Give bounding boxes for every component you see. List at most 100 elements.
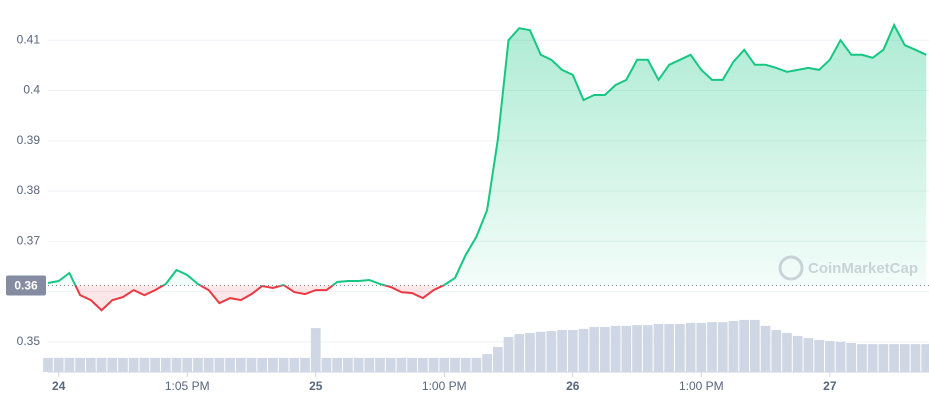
x-tick-label: 1:00 PM: [679, 379, 724, 393]
volume-bar: [921, 344, 929, 372]
volume-bar: [407, 357, 417, 372]
area-above: [48, 25, 927, 286]
volume-bar: [750, 319, 760, 372]
volume-bar: [824, 341, 835, 372]
volume-bar: [792, 335, 803, 372]
y-tick-label: 0.4: [23, 83, 40, 97]
volume-bar: [535, 331, 546, 372]
volume-bar: [160, 357, 171, 372]
volume-bar: [321, 357, 332, 372]
volume-bar: [557, 329, 567, 372]
volume-bar: [289, 357, 300, 372]
volume-bar: [771, 329, 782, 372]
x-tick-label: 27: [823, 379, 837, 393]
volume-bar: [300, 357, 310, 372]
volume-bar: [857, 344, 867, 372]
volume-bar: [846, 342, 857, 372]
volume-bar: [396, 357, 407, 372]
volume-bar: [621, 325, 632, 372]
y-tick-label: 0.41: [17, 32, 41, 46]
volume-bar: [482, 354, 492, 372]
y-tick-label: 0.38: [17, 183, 41, 197]
y-tick-label: 0.35: [17, 334, 41, 348]
volume-bar: [203, 357, 214, 372]
volume-bar: [610, 325, 621, 372]
volume-bar: [310, 328, 321, 372]
volume-bar: [268, 357, 278, 372]
watermark-text: CoinMarketCap: [808, 260, 918, 277]
volume-bar: [867, 344, 878, 372]
volume-bar: [642, 325, 653, 372]
volume-bar: [835, 341, 846, 372]
volume-bar: [364, 357, 375, 372]
volume-bar: [53, 357, 64, 372]
reference-label: 0.36: [14, 279, 38, 293]
y-tick-label: 0.39: [17, 133, 41, 147]
volume-bar: [492, 347, 503, 372]
x-tick-label: 24: [52, 379, 66, 393]
volume-bar: [128, 357, 139, 372]
volume-bar: [107, 357, 118, 372]
volume-bar: [503, 337, 514, 372]
volume-bar: [375, 357, 385, 372]
volume-bar: [514, 334, 525, 372]
volume-bar: [546, 331, 557, 372]
volume-bar: [96, 357, 107, 372]
volume-bar: [118, 357, 128, 372]
watermark-logo: [778, 255, 804, 281]
volume-bar: [471, 357, 482, 372]
volume-bar: [664, 324, 675, 372]
watermark: CoinMarketCap: [778, 255, 918, 281]
volume-bar: [707, 322, 717, 372]
volume-bar: [578, 328, 589, 372]
y-tick-label: 0.37: [17, 233, 41, 247]
volume-bar: [782, 332, 792, 372]
area-below: [75, 285, 444, 311]
volume-bar: [910, 344, 921, 372]
volume-bar: [589, 326, 600, 372]
volume-bar: [85, 357, 96, 372]
volume-bar: [460, 357, 471, 372]
volume-bar: [760, 325, 771, 372]
volume-bar: [64, 357, 75, 372]
volume-bar: [343, 357, 353, 372]
volume-bar: [214, 357, 225, 372]
volume-bar: [225, 357, 235, 372]
volume-bar: [567, 329, 578, 372]
x-tick-label: 26: [566, 379, 580, 393]
volume-bar: [171, 357, 182, 372]
volume-bar: [685, 322, 696, 372]
volume-bar: [417, 357, 428, 372]
volume-bar: [525, 332, 535, 372]
x-tick-label: 25: [309, 379, 323, 393]
volume-bar: [385, 357, 396, 372]
volume-bar: [139, 357, 150, 372]
volume-bar: [332, 357, 343, 372]
volume-bar: [632, 325, 642, 372]
volume-bar: [278, 357, 289, 372]
volume-bar: [246, 357, 257, 372]
volume-bar: [257, 357, 268, 372]
volume-bar: [814, 340, 824, 372]
volume-bar: [803, 338, 814, 372]
volume-bar: [193, 357, 203, 372]
volume-bar: [728, 321, 739, 372]
volume-bar: [600, 326, 610, 372]
price-line-above: [47, 22, 927, 286]
volume-bar: [439, 357, 450, 372]
volume-bar: [450, 357, 460, 372]
volume-bar: [150, 357, 160, 372]
volume-bar: [675, 324, 685, 372]
volume-bar: [653, 324, 664, 372]
volume-bar: [353, 357, 364, 372]
volume-bar: [182, 357, 193, 372]
x-tick-label: 1:05 PM: [165, 379, 210, 393]
x-tick-label: 1:00 PM: [422, 379, 467, 393]
volume-bar: [717, 322, 728, 372]
volume-bar: [739, 319, 750, 372]
volume-bar: [75, 357, 85, 372]
volume-bar: [43, 357, 53, 372]
volume-bar: [235, 357, 246, 372]
